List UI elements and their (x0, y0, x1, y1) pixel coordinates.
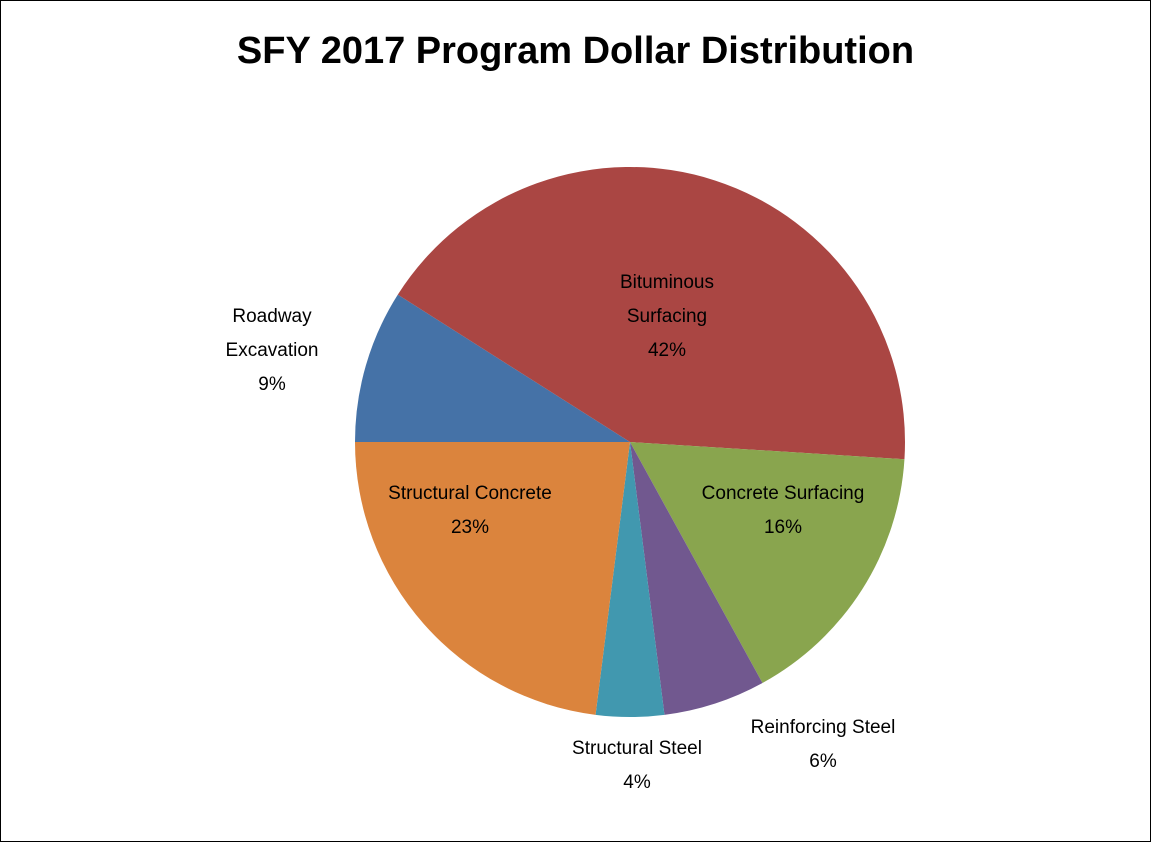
chart-title: SFY 2017 Program Dollar Distribution (236, 30, 915, 72)
value-label: 23% (450, 517, 490, 538)
pie-slice (630, 442, 763, 715)
pie-slice (397, 166, 905, 460)
category-label: Roadway Excavation (225, 306, 319, 361)
category-label: Concrete Surfacing (701, 483, 865, 504)
data-label: Structural Concrete 23% (340, 477, 600, 545)
category-label: Structural Steel (572, 738, 702, 759)
value-label: 42% (647, 340, 687, 361)
value-label: 4% (623, 772, 651, 793)
value-label: 9% (258, 374, 286, 395)
category-label: Bituminous Surfacing (620, 272, 714, 327)
pie-slice (355, 294, 630, 442)
category-label: Structural Concrete (388, 483, 552, 504)
value-label: 6% (809, 751, 837, 772)
data-label: Roadway Excavation 9% (207, 300, 337, 402)
pie-slice (630, 442, 905, 683)
value-label: 16% (763, 517, 803, 538)
data-label: Bituminous Surfacing 42% (602, 266, 732, 368)
data-label: Structural Steel 4% (517, 732, 757, 800)
pie-slice (595, 442, 665, 717)
data-label: Reinforcing Steel 6% (703, 711, 943, 779)
data-label: Concrete Surfacing 16% (653, 477, 913, 545)
category-label: Reinforcing Steel (750, 717, 896, 738)
pie-slice (355, 442, 630, 715)
